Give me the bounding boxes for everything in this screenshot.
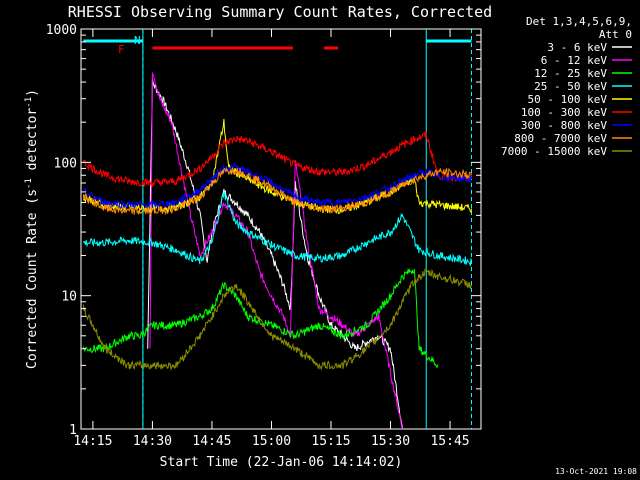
x-axis-label: Start Time (22-Jan-06 14:14:02) — [160, 455, 403, 470]
footer-timestamp: 13-Oct-2021 19:08 — [555, 467, 637, 476]
x-tick-label-4: 15:15 — [311, 434, 350, 449]
legend-label-1: 6 - 12 keV — [541, 54, 608, 67]
x-tick-label-0: 14:15 — [73, 434, 112, 449]
series-line-6 — [83, 161, 472, 210]
x-tick-label-2: 14:45 — [192, 434, 231, 449]
x-tick-label-5: 15:30 — [371, 434, 410, 449]
y-axis-label-main: Corrected Count Rate (s — [25, 189, 40, 369]
y-tick-label-1: 10 — [61, 290, 77, 305]
legend-label-6: 300 - 800 keV — [521, 119, 607, 132]
legend-label-2: 12 - 25 keV — [534, 67, 607, 80]
y-tick-label-2: 100 — [54, 156, 77, 171]
legend-label-0: 3 - 6 keV — [547, 41, 607, 54]
series-layer — [82, 72, 472, 429]
series-line-4 — [82, 118, 472, 215]
x-tick-label-6: 15:45 — [430, 434, 469, 449]
y-axis-label-mid: detector — [25, 108, 40, 179]
y-axis-label-end: ) — [25, 89, 40, 97]
series-line-7 — [82, 166, 472, 217]
y-tick-label-0: 1 — [69, 423, 77, 438]
markers-layer — [83, 29, 472, 429]
legend-header-2: Att 0 — [599, 28, 632, 41]
night-flag-label: N — [134, 34, 141, 47]
legend-label-4: 50 - 100 keV — [528, 93, 608, 106]
y-axis-label-sup1: -1 — [24, 178, 34, 189]
series-line-3 — [82, 191, 472, 267]
y-axis-label: Corrected Count Rate (s-1 detector-1) — [24, 89, 40, 369]
legend-label-5: 100 - 300 keV — [521, 106, 607, 119]
x-tick-label-1: 14:30 — [133, 434, 172, 449]
x-tick-label-3: 15:00 — [252, 434, 291, 449]
axes-layer: 14:15 14:30 14:45 15:00 15:15 15:30 15:45 1 10 10… — [46, 23, 481, 449]
series-line-1 — [149, 72, 403, 429]
legend-header-1: Det 1,3,4,5,6,9, — [526, 15, 632, 28]
y-tick-label-3: 1000 — [46, 23, 77, 38]
flare-flag-label: F — [118, 43, 125, 56]
y-axis-label-sup2: -1 — [24, 97, 34, 108]
series-line-8 — [82, 267, 472, 372]
series-line-5 — [82, 131, 472, 187]
series-line-2 — [82, 268, 439, 369]
chart-title: RHESSI Observing Summary Count Rates, Co… — [68, 3, 492, 21]
series-line-0 — [147, 78, 403, 429]
legend-label-7: 800 - 7000 keV — [514, 132, 607, 145]
plot-frame — [80, 28, 482, 430]
legend-label-8: 7000 - 15000 keV — [501, 145, 607, 158]
legend-label-3: 25 - 50 keV — [534, 80, 607, 93]
